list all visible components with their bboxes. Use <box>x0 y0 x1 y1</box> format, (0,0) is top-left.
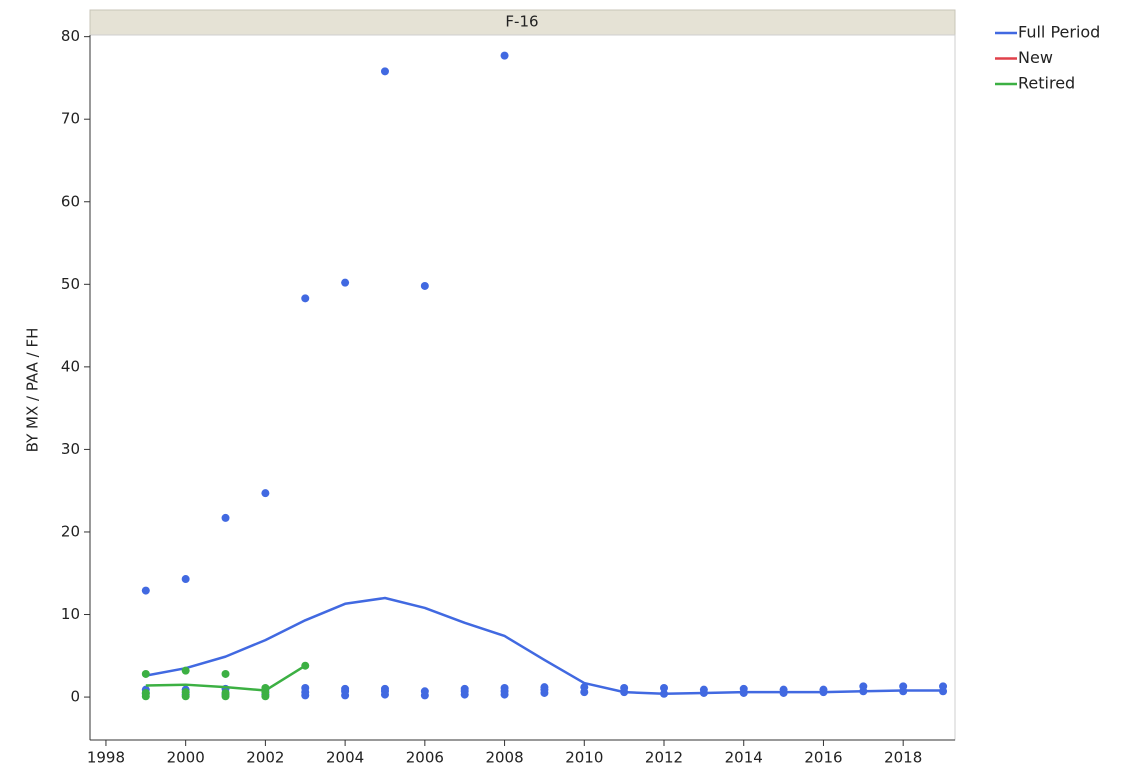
point <box>500 51 509 60</box>
y-tick-label: 70 <box>61 110 80 128</box>
x-tick-label: 2012 <box>645 749 683 767</box>
point <box>699 685 708 694</box>
fit-line <box>145 596 944 696</box>
legend-label: New <box>1018 48 1053 67</box>
point <box>500 683 509 692</box>
point <box>341 278 350 287</box>
point <box>420 281 429 290</box>
point <box>540 683 549 692</box>
x-tick-label: 2016 <box>804 749 842 767</box>
point <box>460 684 469 693</box>
x-tick-label: 2006 <box>406 749 444 767</box>
point <box>301 683 310 692</box>
y-tick-label: 30 <box>61 440 80 458</box>
point <box>141 669 150 678</box>
point <box>181 575 190 584</box>
y-tick-label: 40 <box>61 357 80 375</box>
y-axis-label: BY MX / PAA / FH <box>24 328 42 453</box>
point <box>660 683 669 692</box>
point <box>859 682 868 691</box>
point <box>261 489 270 498</box>
chart-title: F-16 <box>505 13 538 31</box>
point <box>620 683 629 692</box>
x-tick-label: 2004 <box>326 749 364 767</box>
point <box>380 684 389 693</box>
x-tick-label: 2000 <box>167 749 205 767</box>
x-tick-label: 2014 <box>725 749 763 767</box>
header-band <box>89 9 956 36</box>
point <box>221 688 230 697</box>
point <box>221 513 230 522</box>
point <box>580 683 589 692</box>
point <box>181 688 190 697</box>
x-tick-label: 2002 <box>246 749 284 767</box>
x-tick-label: 2010 <box>565 749 603 767</box>
y-tick-label: 80 <box>61 27 80 45</box>
point <box>899 682 908 691</box>
plot-frame <box>89 34 956 741</box>
legend-label: Retired <box>1018 74 1075 93</box>
point <box>221 669 230 678</box>
x-tick-label: 1998 <box>87 749 125 767</box>
y-tick-label: 50 <box>61 275 80 293</box>
y-tick-label: 0 <box>70 688 80 706</box>
y-tick-label: 20 <box>61 522 80 540</box>
point <box>301 294 310 303</box>
point <box>181 666 190 675</box>
x-tick-label: 2018 <box>884 749 922 767</box>
x-tick-label: 2008 <box>485 749 523 767</box>
y-tick-label: 10 <box>61 605 80 623</box>
point <box>341 684 350 693</box>
point <box>939 682 948 691</box>
legend-label: Full Period <box>1018 23 1100 42</box>
point <box>739 684 748 693</box>
fit-line <box>145 664 306 692</box>
point <box>141 586 150 595</box>
point <box>380 67 389 76</box>
point <box>420 687 429 696</box>
y-tick-label: 60 <box>61 192 80 210</box>
point <box>141 688 150 697</box>
